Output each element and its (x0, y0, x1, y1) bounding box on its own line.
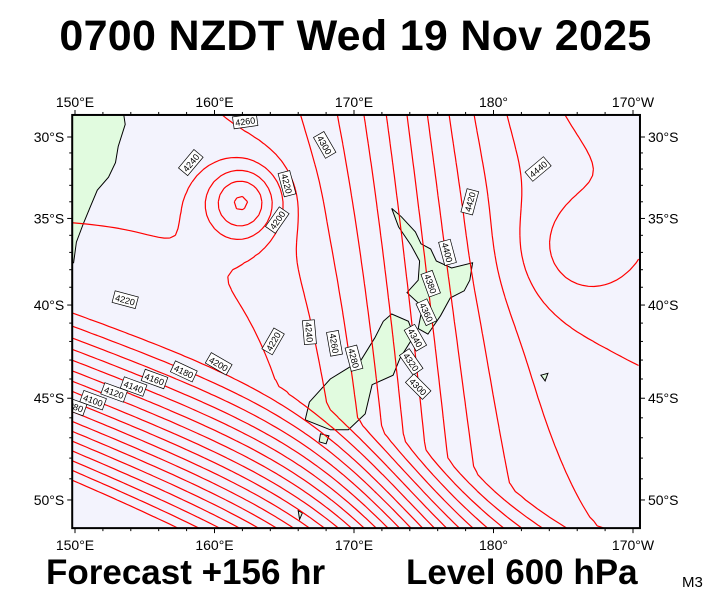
lon-tick-label: 170°E (335, 94, 373, 110)
lat-tick-label: 40°S (34, 297, 65, 313)
australia-coast (72, 114, 126, 264)
contour-label-text: 4240 (303, 322, 315, 343)
contour-label: 4420 (460, 188, 480, 216)
auckland-islands (297, 509, 304, 522)
contour-label-box (420, 269, 441, 298)
contour-4080 (72, 390, 340, 529)
lon-tick-label: 180° (479, 94, 508, 110)
contour-label-box (79, 390, 107, 411)
lat-tick-label: 45°S (648, 390, 679, 406)
lon-tick-label: 170°W (612, 537, 655, 553)
contour-label: 4260 (326, 330, 343, 357)
contour-label-box (404, 373, 432, 400)
contour-label: 4080 (72, 395, 88, 417)
contour-label-box (524, 156, 552, 182)
contour-label: 4400 (438, 238, 457, 266)
contour-label-box (403, 323, 428, 352)
lon-tick-label: 160°E (195, 94, 233, 110)
lat-tick-label: 40°S (648, 297, 679, 313)
contour-4180 (72, 195, 401, 529)
contour-4360 (406, 114, 523, 529)
contour-label-box (100, 382, 128, 403)
contour-label: 4240 (301, 319, 317, 346)
lon-tick-label: 160°E (195, 537, 233, 553)
map-frame (71, 113, 641, 530)
south-island (304, 313, 415, 431)
contour-4440 (506, 114, 639, 367)
contour-3920 (72, 469, 201, 529)
axis-ticks: 150°E 150°E 160°E 160°E 170°E 170°E 180° 180° 17… (34, 94, 679, 553)
contour-label: 4140 (119, 376, 148, 397)
contour-label-box (460, 188, 480, 216)
contour-label: 4380 (420, 269, 441, 298)
contour-label-box (344, 344, 364, 372)
contour-label: 4160 (140, 368, 169, 390)
contour-4160 (72, 348, 389, 529)
contour-label-box (313, 131, 337, 159)
contour-label-box (261, 327, 285, 356)
contour-label-box (277, 170, 297, 198)
chatham-islands (540, 372, 549, 382)
contour-label-box (140, 368, 169, 390)
contour-4140 (72, 359, 378, 529)
lon-tick-label: 170°E (335, 537, 373, 553)
model-name: M3 (682, 574, 703, 591)
contour-3900 (72, 479, 180, 529)
contour-layer (72, 114, 640, 529)
contour-label-box (265, 206, 290, 234)
pressure-level: Level 600 hPa (406, 553, 638, 592)
contour-label-box (177, 149, 204, 177)
contour-label-text: 4260 (235, 115, 256, 128)
contour-label-box (111, 290, 139, 310)
contour-label-box (169, 360, 198, 383)
contour-label: 4120 (100, 382, 128, 403)
lat-tick-label: 30°S (34, 129, 65, 145)
contour-4220 (72, 169, 424, 529)
contour-label-box (204, 352, 233, 376)
contour-label: 4280 (344, 344, 364, 372)
contour-label-box (119, 376, 148, 397)
lat-tick-label: 50°S (648, 492, 679, 508)
contour-4300 (336, 114, 474, 529)
contour-4320 (363, 114, 489, 529)
contour-label: 4100 (79, 390, 107, 411)
contour-label-box (415, 298, 438, 327)
contour-label-layer: 4260424043004220420044404420440043804360… (72, 114, 552, 417)
ocean (72, 114, 640, 529)
contour-label: 4220 (111, 290, 139, 310)
lat-tick-label: 45°S (34, 390, 65, 406)
lat-tick-label: 35°S (34, 210, 65, 226)
contour-label-box (398, 348, 424, 376)
lat-tick-label: 30°S (648, 129, 679, 145)
contour-label-box (326, 330, 343, 357)
lon-tick-label: 180° (479, 537, 508, 553)
contour-label-box (438, 238, 457, 266)
lat-tick-label: 50°S (34, 492, 65, 508)
lon-tick-label: 170°W (612, 94, 655, 110)
contour-4200 (72, 180, 412, 529)
lon-tick-label: 150°E (56, 94, 94, 110)
contour-4420 (473, 114, 606, 529)
lat-tick-label: 35°S (648, 210, 679, 226)
contour-4040 (72, 410, 311, 529)
contour-label-box (72, 395, 88, 417)
contour-label-box (301, 319, 317, 346)
contour-label: 4360 (415, 298, 438, 327)
contour-4020 (72, 420, 295, 529)
map-title: 0700 NZDT Wed 19 Nov 2025 (59, 12, 652, 60)
lon-tick-label: 150°E (56, 537, 94, 553)
forecast-hour: Forecast +156 hr (46, 553, 326, 592)
contour-4000 (72, 430, 278, 529)
contour-4460 (549, 114, 640, 288)
contour-label-text: 4260 (327, 333, 340, 354)
contour-label: 4220 (277, 170, 297, 198)
